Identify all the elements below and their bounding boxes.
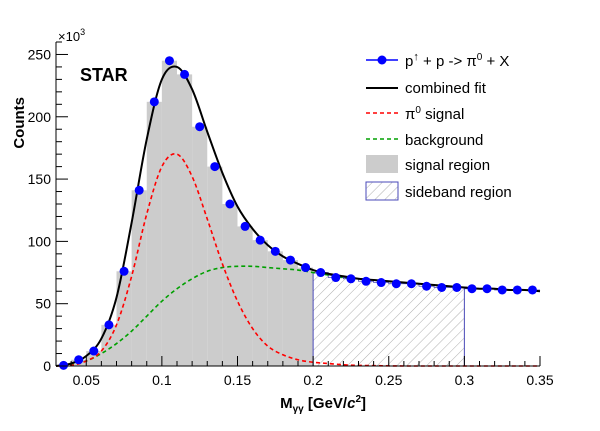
signal-region-bar: [267, 251, 283, 366]
y-multiplier: ×103: [58, 27, 85, 44]
data-point: [512, 285, 522, 295]
legend-data-mid: + p -> π: [419, 53, 477, 70]
y-tick-label: 150: [28, 171, 52, 187]
data-point: [406, 279, 416, 289]
data-point: [527, 285, 537, 295]
data-point: [119, 266, 129, 276]
x-tick-label: 0.3: [455, 372, 475, 388]
x-tick-label: 0.1: [152, 372, 172, 388]
y-tick-label: 200: [28, 109, 52, 125]
y-tick-label: 100: [28, 233, 52, 249]
legend-marker: [377, 55, 387, 65]
signal-region-bar: [161, 60, 177, 366]
legend-label-background: background: [405, 132, 483, 149]
data-point: [255, 235, 265, 245]
legend-label-signal-region: signal region: [405, 157, 490, 174]
data-point: [180, 69, 190, 79]
x-axis-title-units: [GeV/: [304, 395, 348, 412]
data-point: [164, 56, 174, 66]
x-tick-label: 0.25: [375, 372, 402, 388]
legend-signal-pi: π: [405, 106, 415, 123]
data-point: [195, 122, 205, 132]
data-point: [316, 268, 326, 278]
data-point: [225, 199, 235, 209]
legend-data-end: + X: [482, 53, 509, 70]
signal-region-bar: [146, 101, 162, 367]
x-axis-title-c: c: [347, 395, 356, 412]
x-tick-label: 0.2: [303, 372, 323, 388]
x-axis-title-close: ]: [361, 395, 366, 412]
legend-sideband-swatch: [365, 181, 399, 201]
data-point: [437, 282, 447, 292]
signal-region-bar: [252, 240, 268, 366]
x-tick-label: 0.15: [224, 372, 251, 388]
signal-region-bar: [192, 126, 208, 366]
signal-region-bar: [207, 166, 223, 366]
y-tick-label: 0: [43, 358, 51, 374]
signal-region-bar: [237, 226, 253, 366]
legend-data-p: p: [405, 53, 413, 70]
x-axis-title-base: M: [280, 395, 293, 412]
signal-region-bar: [298, 267, 314, 366]
data-point: [467, 284, 477, 294]
data-point: [452, 282, 462, 292]
data-point: [497, 285, 507, 295]
data-point: [482, 284, 492, 294]
signal-region-bar: [116, 271, 132, 366]
y-tick-label: 250: [28, 46, 52, 62]
legend-data-arrow: ↑: [413, 51, 419, 63]
legend-signal-region-swatch: [366, 155, 398, 173]
signal-region-bar: [177, 74, 193, 367]
legend-label-signal: π0 signal: [405, 105, 464, 123]
x-tick-label: 0.35: [526, 372, 553, 388]
data-point: [149, 97, 159, 107]
data-point: [59, 360, 69, 370]
data-point: [331, 273, 341, 283]
legend: p↑ + p -> π0 + X combined fit π0 signal …: [365, 51, 512, 201]
data-point: [240, 221, 250, 231]
legend-data-zero: 0: [477, 52, 483, 63]
y-multiplier-base: ×10: [58, 29, 80, 44]
signal-region-bar: [131, 190, 147, 366]
legend-signal-end: signal: [421, 106, 464, 123]
data-point: [89, 346, 99, 356]
x-axis-title-sup: 2: [355, 394, 361, 405]
data-point: [361, 276, 371, 286]
x-axis-title: Mγγ [GeV/c2]: [280, 394, 366, 415]
data-point: [301, 263, 311, 273]
data-point: [346, 274, 356, 284]
data-point: [134, 185, 144, 195]
experiment-label: STAR: [80, 65, 128, 85]
data-point: [422, 281, 432, 291]
y-multiplier-sup: 3: [80, 27, 85, 37]
data-point: [270, 246, 280, 256]
signal-region-bar: [101, 324, 117, 366]
legend-signal-zero: 0: [415, 105, 421, 116]
legend-label-sideband: sideband region: [405, 184, 512, 201]
y-axis-title: Counts: [11, 97, 28, 149]
data-point: [104, 320, 114, 330]
data-point: [391, 279, 401, 289]
signal-region-bar: [282, 260, 298, 366]
data-point: [285, 255, 295, 265]
data-point: [74, 355, 84, 365]
legend-label-combined: combined fit: [405, 80, 487, 97]
data-point: [210, 162, 220, 172]
x-tick-label: 0.05: [73, 372, 100, 388]
x-axis-title-sub: γγ: [293, 404, 305, 415]
legend-label-data: p↑ + p -> π0 + X: [405, 51, 509, 70]
data-point: [376, 278, 386, 288]
y-tick-label: 50: [35, 296, 51, 312]
